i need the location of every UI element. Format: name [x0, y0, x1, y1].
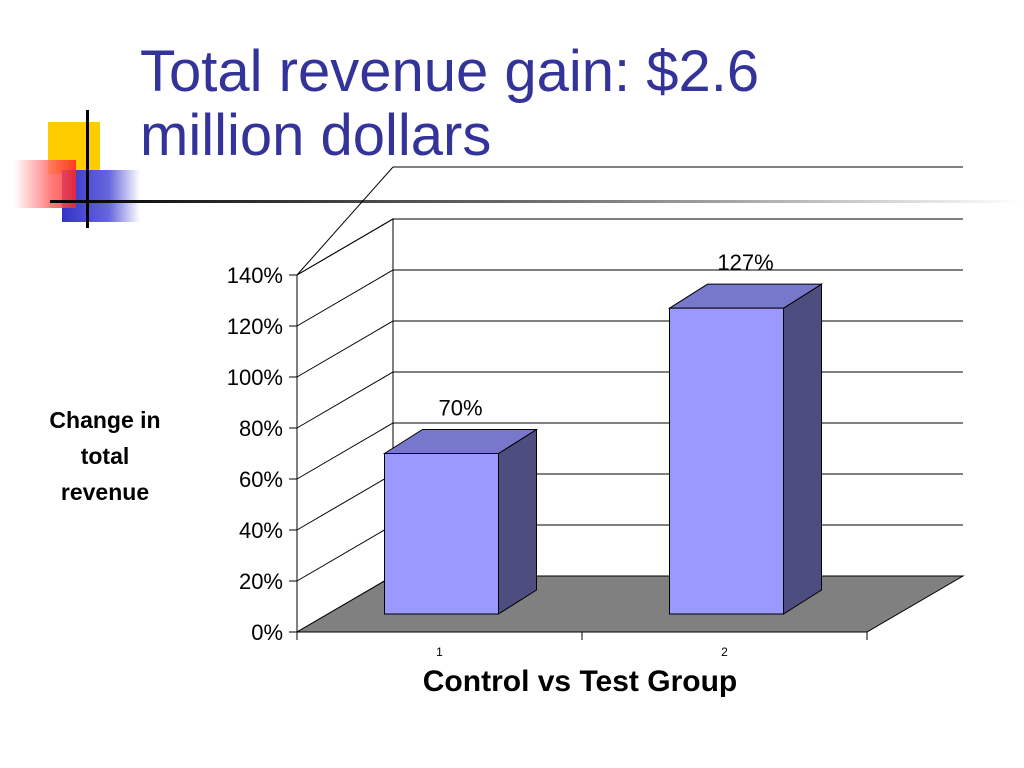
- chart-bars: [382, 283, 824, 615]
- chart-axes: 0% 20% 40% 60% 80% 100% 120% 140%: [227, 263, 868, 645]
- y-axis-title-line-3: revenue: [60, 479, 150, 505]
- y-tick-label: 60%: [239, 467, 283, 492]
- y-tick-label: 40%: [239, 518, 283, 543]
- gridline: [296, 371, 963, 429]
- bar-data-label: 127%: [717, 250, 773, 275]
- y-axis-title: Change in total revenue: [20, 402, 190, 510]
- y-tick-label: 20%: [239, 569, 283, 594]
- bar-data-label: 70%: [438, 396, 482, 421]
- y-axis-title-line-1: Change in: [49, 407, 161, 433]
- bar-front: [669, 307, 784, 615]
- side-wall-top: [296, 166, 394, 276]
- title-line-1: Total revenue gain: $2.6: [140, 39, 760, 104]
- bar-front: [384, 453, 499, 615]
- y-axis-title-line-2: total: [80, 443, 130, 469]
- bar: [667, 283, 824, 615]
- gridline: [296, 320, 963, 378]
- side-wall: [296, 218, 394, 633]
- slide-title: Total revenue gain: $2.6 million dollars: [140, 40, 980, 168]
- title-line-2: million dollars: [140, 103, 492, 168]
- bar: [382, 428, 539, 615]
- bar-side: [498, 428, 537, 615]
- x-tick-label: 1: [436, 645, 443, 659]
- y-tick-label: 80%: [239, 416, 283, 441]
- y-tick-label: 0%: [251, 620, 283, 645]
- gridline: [296, 218, 963, 276]
- gridline: [296, 269, 963, 327]
- y-tick-label: 140%: [227, 263, 283, 288]
- y-tick-label: 120%: [227, 314, 283, 339]
- x-axis-title: Control vs Test Group: [422, 665, 738, 698]
- x-tick-label: 2: [721, 645, 728, 659]
- chart-labels: 70% 1 127% 2: [436, 250, 773, 659]
- y-tick-label: 100%: [227, 365, 283, 390]
- bar-side: [783, 283, 822, 615]
